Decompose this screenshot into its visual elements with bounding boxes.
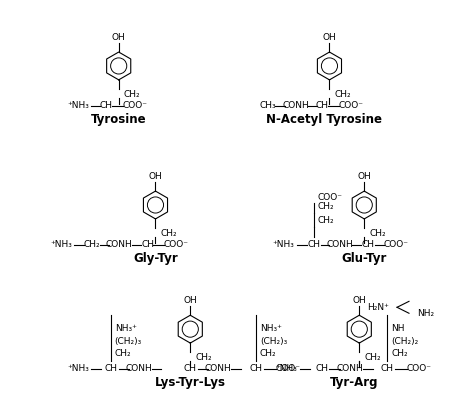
Text: CH₂: CH₂ xyxy=(83,240,100,249)
Text: CH: CH xyxy=(316,101,329,110)
Text: (CH₂)₃: (CH₂)₃ xyxy=(260,337,287,346)
Text: CH: CH xyxy=(249,364,263,373)
Text: OH: OH xyxy=(357,172,371,181)
Text: OH: OH xyxy=(352,296,366,305)
Text: Tyr-Arg: Tyr-Arg xyxy=(330,376,379,389)
Text: ⁺NH₃: ⁺NH₃ xyxy=(67,101,89,110)
Text: CH: CH xyxy=(184,364,197,373)
Text: CONH: CONH xyxy=(326,240,353,249)
Text: CH₂: CH₂ xyxy=(318,216,334,225)
Text: CONH: CONH xyxy=(125,364,152,373)
Text: Glu-Tyr: Glu-Tyr xyxy=(342,252,387,265)
Text: CH: CH xyxy=(141,240,154,249)
Text: NH₂: NH₂ xyxy=(417,309,434,318)
Text: CONH: CONH xyxy=(283,101,309,110)
Text: Tyrosine: Tyrosine xyxy=(91,113,146,126)
Text: CH: CH xyxy=(315,364,328,373)
Text: COO⁻: COO⁻ xyxy=(339,101,364,110)
Text: NH₃⁺: NH₃⁺ xyxy=(115,324,137,333)
Text: CH: CH xyxy=(362,240,375,249)
Text: N-Acetyl Tyrosine: N-Acetyl Tyrosine xyxy=(266,113,383,126)
Text: (CH₂)₃: (CH₂)₃ xyxy=(115,337,142,346)
Text: COO⁻: COO⁻ xyxy=(406,364,431,373)
Text: ⁺NH₃: ⁺NH₃ xyxy=(67,364,89,373)
Text: CH₂: CH₂ xyxy=(161,229,177,238)
Text: ⁺NH₃: ⁺NH₃ xyxy=(276,364,298,373)
Text: COO⁻: COO⁻ xyxy=(383,240,409,249)
Text: CONH: CONH xyxy=(205,364,231,373)
Text: CH: CH xyxy=(104,364,117,373)
Text: CH₂: CH₂ xyxy=(195,353,212,362)
Text: OH: OH xyxy=(183,296,197,305)
Text: (CH₂)₂: (CH₂)₂ xyxy=(391,337,419,346)
Text: COO⁻: COO⁻ xyxy=(164,240,189,249)
Text: CH: CH xyxy=(307,240,320,249)
Text: CH: CH xyxy=(381,364,393,373)
Text: COO⁻: COO⁻ xyxy=(275,364,300,373)
Text: NH₃⁺: NH₃⁺ xyxy=(260,324,282,333)
Text: CH₂: CH₂ xyxy=(391,349,408,358)
Text: CH₂: CH₂ xyxy=(260,349,276,358)
Text: CH₂: CH₂ xyxy=(335,90,351,99)
Text: CONH: CONH xyxy=(337,364,364,373)
Text: CH₂: CH₂ xyxy=(318,202,334,211)
Text: ⁺NH₃: ⁺NH₃ xyxy=(273,240,295,249)
Text: OH: OH xyxy=(112,33,126,42)
Text: CH₂: CH₂ xyxy=(364,353,381,362)
Text: NH: NH xyxy=(391,324,405,333)
Text: COO⁻: COO⁻ xyxy=(318,193,343,202)
Text: ⁺NH₃: ⁺NH₃ xyxy=(50,240,72,249)
Text: Lys-Tyr-Lys: Lys-Tyr-Lys xyxy=(155,376,226,389)
Text: CH₂: CH₂ xyxy=(115,349,131,358)
Text: H₂N⁺: H₂N⁺ xyxy=(367,303,389,312)
Text: CH: CH xyxy=(99,101,112,110)
Text: CH₂: CH₂ xyxy=(369,229,386,238)
Text: CONH: CONH xyxy=(105,240,132,249)
Text: OH: OH xyxy=(323,33,337,42)
Text: OH: OH xyxy=(149,172,163,181)
Text: CH₂: CH₂ xyxy=(124,90,140,99)
Text: Gly-Tyr: Gly-Tyr xyxy=(133,252,178,265)
Text: COO⁻: COO⁻ xyxy=(122,101,147,110)
Text: CH₃: CH₃ xyxy=(259,101,276,110)
